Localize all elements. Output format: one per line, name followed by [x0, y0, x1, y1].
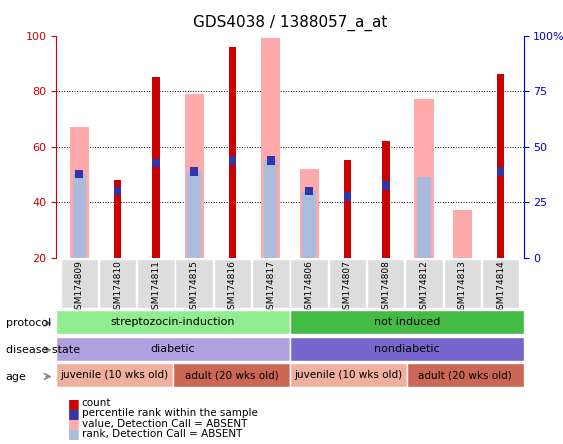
Text: GSM174814: GSM174814: [496, 260, 505, 315]
Text: GSM174808: GSM174808: [381, 260, 390, 315]
Text: ■: ■: [68, 396, 79, 410]
Text: count: count: [82, 398, 111, 408]
FancyBboxPatch shape: [56, 337, 290, 361]
Text: diabetic: diabetic: [151, 344, 195, 353]
FancyBboxPatch shape: [329, 258, 366, 308]
FancyBboxPatch shape: [137, 258, 175, 308]
Text: GSM174811: GSM174811: [151, 260, 160, 315]
Text: GSM174807: GSM174807: [343, 260, 352, 315]
Text: GSM174817: GSM174817: [266, 260, 275, 315]
Text: juvenile (10 wks old): juvenile (10 wks old): [294, 370, 403, 380]
Text: GSM174813: GSM174813: [458, 260, 467, 315]
Bar: [152, 77, 160, 258]
Bar: [343, 160, 351, 258]
Text: not induced: not induced: [374, 317, 440, 327]
FancyBboxPatch shape: [176, 258, 213, 308]
Text: value, Detection Call = ABSENT: value, Detection Call = ABSENT: [82, 419, 247, 428]
Text: GSM174810: GSM174810: [113, 260, 122, 315]
Text: GSM174809: GSM174809: [75, 260, 84, 315]
FancyBboxPatch shape: [290, 337, 524, 361]
FancyBboxPatch shape: [406, 363, 524, 387]
Bar: [497, 167, 504, 176]
Bar: [300, 169, 319, 258]
FancyBboxPatch shape: [173, 363, 290, 387]
Text: adult (20 wks old): adult (20 wks old): [418, 370, 512, 380]
Bar: [417, 177, 431, 258]
Text: GSM174812: GSM174812: [419, 260, 428, 315]
Text: protocol: protocol: [6, 318, 51, 328]
FancyBboxPatch shape: [291, 258, 328, 308]
FancyBboxPatch shape: [405, 258, 443, 308]
Text: ■: ■: [68, 407, 79, 420]
Text: age: age: [6, 372, 26, 381]
Bar: [453, 210, 472, 258]
FancyBboxPatch shape: [444, 258, 481, 308]
FancyBboxPatch shape: [367, 258, 404, 308]
Bar: [75, 170, 83, 178]
FancyBboxPatch shape: [482, 258, 520, 308]
FancyBboxPatch shape: [290, 363, 406, 387]
Text: rank, Detection Call = ABSENT: rank, Detection Call = ABSENT: [82, 429, 242, 439]
Bar: [190, 167, 198, 176]
Bar: [114, 180, 122, 258]
Bar: [229, 47, 236, 258]
Bar: [185, 94, 204, 258]
FancyBboxPatch shape: [252, 258, 289, 308]
Bar: [187, 171, 201, 258]
Bar: [264, 160, 278, 258]
Text: streptozocin-induction: streptozocin-induction: [111, 317, 235, 327]
FancyBboxPatch shape: [56, 310, 290, 334]
Text: GSM174806: GSM174806: [305, 260, 314, 315]
Bar: [382, 141, 390, 258]
Text: nondiabetic: nondiabetic: [374, 344, 440, 353]
Text: ■: ■: [68, 417, 79, 430]
Title: GDS4038 / 1388057_a_at: GDS4038 / 1388057_a_at: [193, 15, 387, 32]
FancyBboxPatch shape: [290, 310, 524, 334]
FancyBboxPatch shape: [99, 258, 136, 308]
Bar: [261, 38, 280, 258]
Text: disease state: disease state: [6, 345, 80, 355]
Bar: [305, 187, 313, 195]
Bar: [267, 156, 275, 165]
Text: juvenile (10 wks old): juvenile (10 wks old): [61, 370, 169, 380]
Text: adult (20 wks old): adult (20 wks old): [185, 370, 279, 380]
Bar: [497, 75, 504, 258]
FancyBboxPatch shape: [214, 258, 251, 308]
Text: percentile rank within the sample: percentile rank within the sample: [82, 408, 257, 418]
Bar: [382, 181, 390, 190]
Bar: [70, 127, 89, 258]
Bar: [414, 99, 434, 258]
Bar: [302, 191, 316, 258]
FancyBboxPatch shape: [56, 363, 173, 387]
Bar: [114, 187, 122, 195]
FancyBboxPatch shape: [60, 258, 98, 308]
Text: GSM174815: GSM174815: [190, 260, 199, 315]
Text: ■: ■: [68, 427, 79, 440]
Bar: [229, 156, 236, 165]
Bar: [152, 159, 160, 167]
Bar: [343, 192, 351, 201]
Text: GSM174816: GSM174816: [228, 260, 237, 315]
Bar: [73, 174, 86, 258]
